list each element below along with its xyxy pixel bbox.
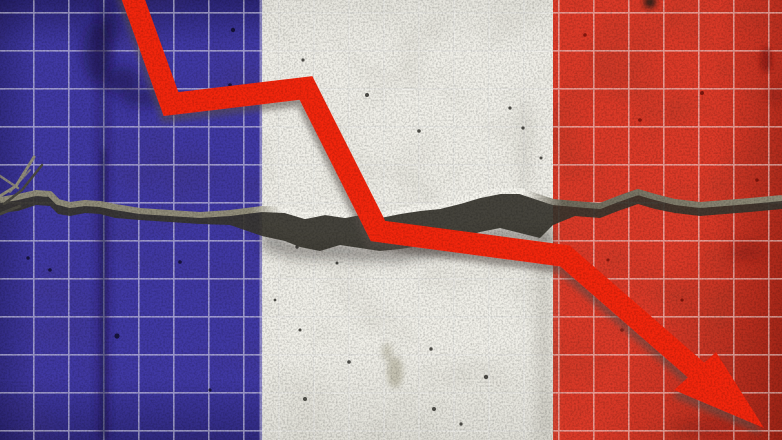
grain-texture-overlay xyxy=(0,0,782,440)
illustration-canvas xyxy=(0,0,782,440)
flag-decline-illustration xyxy=(0,0,782,440)
